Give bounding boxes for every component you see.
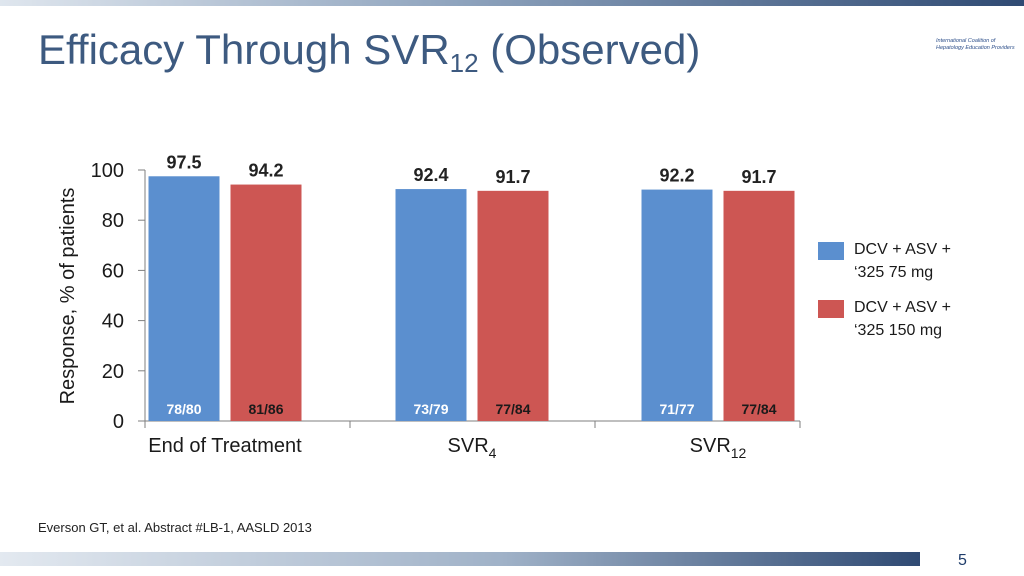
y-tick-label-100: 100 xyxy=(91,160,124,182)
count-label-series-2-cat-1: 81/86 xyxy=(248,401,283,417)
legend-swatch-series-2 xyxy=(818,300,844,318)
count-label-series-2-cat-3: 77/84 xyxy=(741,401,776,417)
x-category-main-3: SVR xyxy=(690,435,731,457)
count-label-series-1-cat-3: 71/77 xyxy=(659,401,694,417)
page-number: 5 xyxy=(958,552,967,569)
x-category-subscript-2: 4 xyxy=(489,445,497,461)
x-category-label-3: SVR12 xyxy=(690,435,747,461)
y-tick-label-0: 0 xyxy=(113,411,124,433)
top-accent-bar xyxy=(0,0,1024,6)
count-label-series-1-cat-1: 78/80 xyxy=(166,401,201,417)
count-label-series-1-cat-2: 73/79 xyxy=(413,401,448,417)
legend-label-series-1: DCV + ASV + ‘325 75 mg xyxy=(854,241,951,281)
value-label-series-2-cat-3: 91.7 xyxy=(741,167,776,187)
bar-series-1-cat-3 xyxy=(641,189,713,421)
x-category-subscript-3: 12 xyxy=(731,445,747,461)
x-category-label-2: SVR4 xyxy=(448,435,497,461)
org-logo: International Coalition of Hepatology Ed… xyxy=(936,38,1015,51)
slide-title-suffix: (Observed) xyxy=(478,26,701,73)
chart-legend: DCV + ASV + ‘325 75 mg DCV + ASV + ‘325 … xyxy=(818,238,1018,354)
legend-swatch-series-1 xyxy=(818,242,844,260)
value-label-series-2-cat-1: 94.2 xyxy=(248,161,283,181)
bar-series-2-cat-2 xyxy=(477,190,549,421)
slide-title: Efficacy Through SVR12 (Observed) xyxy=(38,26,700,79)
slide-title-subscript: 12 xyxy=(449,48,479,78)
footnote-citation: Everson GT, et al. Abstract #LB-1, AASLD… xyxy=(38,520,312,535)
x-category-label-1: End of Treatment xyxy=(148,435,302,457)
value-label-series-1-cat-2: 92.4 xyxy=(413,165,448,185)
legend-label-series-2: DCV + ASV + ‘325 150 mg xyxy=(854,299,951,339)
legend-item-series-1: DCV + ASV + ‘325 75 mg xyxy=(818,238,1018,296)
y-tick-label-40: 40 xyxy=(102,311,124,333)
bar-series-2-cat-1 xyxy=(230,184,302,421)
y-axis-title: Response, % of patients xyxy=(57,188,79,405)
x-category-main-2: SVR xyxy=(448,435,489,457)
bar-series-1-cat-1 xyxy=(148,176,220,421)
value-label-series-1-cat-3: 92.2 xyxy=(659,166,694,186)
y-tick-label-80: 80 xyxy=(102,210,124,232)
value-label-series-2-cat-2: 91.7 xyxy=(495,167,530,187)
legend-item-series-2: DCV + ASV + ‘325 150 mg xyxy=(818,296,1018,354)
y-tick-label-60: 60 xyxy=(102,260,124,282)
y-tick-label-20: 20 xyxy=(102,361,124,383)
slide-title-main: Efficacy Through SVR xyxy=(38,26,450,73)
x-category-main-1: End of Treatment xyxy=(148,435,302,457)
bar-series-2-cat-3 xyxy=(723,190,795,421)
count-label-series-2-cat-2: 77/84 xyxy=(495,401,530,417)
value-label-series-1-cat-1: 97.5 xyxy=(166,152,201,172)
bottom-accent-bar xyxy=(0,552,920,566)
bar-series-1-cat-2 xyxy=(395,189,467,421)
